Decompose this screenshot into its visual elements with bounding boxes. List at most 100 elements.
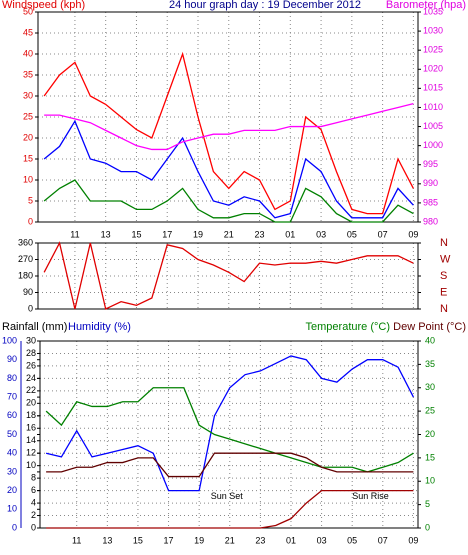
y-tick-label: 16 [26, 423, 36, 433]
x-tick-label: 05 [347, 229, 357, 239]
x-tick-label: 15 [133, 535, 143, 545]
y-tick-label: 15 [425, 452, 435, 462]
y-tick-label: 35 [425, 359, 435, 369]
y-tick-label: W [440, 253, 451, 265]
x-tick-label: 09 [408, 535, 418, 545]
data-line [46, 489, 414, 529]
y-tick-label: 20 [7, 485, 17, 495]
y-tick-label: 40 [425, 335, 435, 345]
y-tick-label: 30 [23, 90, 33, 100]
x-tick-label: 13 [101, 229, 111, 239]
y-tick-label: 10 [7, 504, 17, 514]
y-tick-label: 1035 [423, 6, 443, 16]
y-axis-label: Rainfall (mm) [2, 321, 67, 333]
x-tick-label: 15 [131, 229, 141, 239]
y-tick-label: 995 [423, 159, 438, 169]
y-tick-label: 1030 [423, 25, 443, 35]
x-tick-label: 11 [72, 535, 81, 545]
annotation: Sun Set [211, 491, 244, 501]
y2-axis-label: Barometer (hpa) [386, 0, 466, 11]
y-tick-label: 26 [26, 360, 36, 370]
data-line [43, 241, 414, 310]
y-tick-label: 40 [23, 48, 33, 58]
y-tick-label: 990 [423, 178, 438, 188]
data-line [45, 355, 414, 492]
chart-title: 24 hour graph day : 19 December 2012 [169, 0, 361, 11]
y-tick-label: 360 [18, 237, 33, 247]
x-tick-label: 01 [285, 229, 295, 239]
y-tick-label: 10 [26, 460, 36, 470]
x-tick-label: 05 [347, 535, 357, 545]
x-tick-label: 03 [316, 229, 326, 239]
y-tick-label: 60 [7, 410, 17, 420]
y-tick-label: 4 [31, 497, 36, 507]
data-line [43, 179, 414, 223]
y-tick-label: 10 [23, 174, 33, 184]
x-tick-label: 21 [225, 535, 235, 545]
y-tick-label: N [440, 237, 448, 249]
y-tick-label: 30 [7, 466, 17, 476]
y2-axis-label: Dew Point (°C) [393, 321, 466, 333]
x-tick-label: 07 [378, 229, 388, 239]
y-tick-label: 2 [31, 510, 36, 520]
x-tick-label: 07 [378, 535, 388, 545]
y-tick-label: 985 [423, 197, 438, 207]
y-tick-label: 18 [26, 410, 36, 420]
x-tick-label: 19 [193, 229, 203, 239]
x-tick-label: 11 [70, 229, 79, 239]
y-tick-label: 12 [26, 448, 36, 458]
y-tick-label: 90 [7, 354, 17, 364]
y-tick-label: 22 [26, 385, 36, 395]
y-tick-label: 30 [425, 382, 435, 392]
y-tick-label: 50 [7, 429, 17, 439]
y-tick-label: 0 [28, 303, 33, 313]
y-tick-label: 10 [425, 476, 435, 486]
y-tick-label: 1000 [423, 140, 443, 150]
y-tick-label: 90 [23, 287, 33, 297]
y3-axis-label: Humidity (%) [68, 321, 131, 333]
y-tick-label: 1010 [423, 102, 443, 112]
y-tick-label: 8 [31, 473, 36, 483]
y-tick-label: 35 [23, 69, 33, 79]
plot-frame [37, 11, 419, 223]
x-tick-label: 17 [164, 535, 174, 545]
y-tick-label: 0 [425, 522, 430, 532]
y2-axis-label: Temperature (°C) [306, 321, 390, 333]
data-line [43, 51, 414, 215]
x-tick-label: 01 [286, 535, 296, 545]
y-tick-label: 80 [7, 373, 17, 383]
x-tick-label: 03 [317, 535, 327, 545]
y-tick-label: 0 [12, 522, 17, 532]
y-tick-label: N [440, 303, 448, 315]
annotation: Sun Rise [352, 491, 389, 501]
y-tick-label: 5 [28, 195, 33, 205]
y-tick-label: 6 [31, 485, 36, 495]
y-tick-label: 0 [31, 522, 36, 532]
y-tick-label: 30 [26, 335, 36, 345]
x-tick-label: 23 [255, 229, 265, 239]
y-tick-label: 20 [26, 398, 36, 408]
y-tick-label: 1020 [423, 64, 443, 74]
y-tick-label: 20 [425, 429, 435, 439]
y-tick-label: 1015 [423, 83, 443, 93]
y-tick-label: 5 [425, 499, 430, 509]
x-tick-label: 19 [194, 535, 204, 545]
y-tick-label: 50 [23, 6, 33, 16]
y-tick-label: 24 [26, 373, 36, 383]
y-tick-label: 70 [7, 391, 17, 401]
data-line [46, 452, 414, 478]
x-tick-label: 09 [408, 229, 418, 239]
y-tick-label: 45 [23, 27, 33, 37]
data-line [43, 119, 414, 219]
x-tick-label: 13 [102, 535, 112, 545]
y-tick-label: S [440, 270, 447, 282]
y-tick-label: 1025 [423, 45, 443, 55]
y-tick-label: 0 [28, 216, 33, 226]
y-axis-label: Windspeed (kph) [2, 0, 85, 11]
y-tick-label: 40 [7, 448, 17, 458]
y-tick-label: 25 [425, 406, 435, 416]
y-tick-label: 980 [423, 216, 438, 226]
